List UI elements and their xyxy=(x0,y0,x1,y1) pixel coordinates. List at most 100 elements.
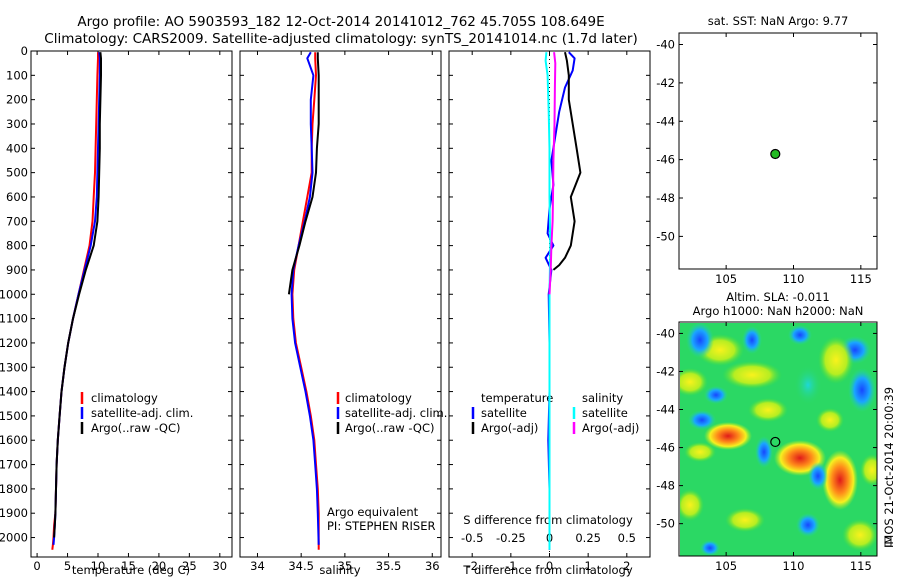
temperature-x-tick-label: 30 xyxy=(212,559,227,573)
sla-title-line2: Argo h1000: NaN h2000: NaN xyxy=(693,304,864,318)
differences-x-tick-label: 2 xyxy=(623,559,630,573)
temperature-x-tick-label: 10 xyxy=(91,559,106,573)
location-x-tick-label: 105 xyxy=(715,272,737,286)
depth-tick-label: 1700 xyxy=(0,458,28,472)
sla_map-x-tick-label: 105 xyxy=(715,559,737,573)
temperature-legend: climatology satellite-adj. clim. Argo(..… xyxy=(80,391,193,435)
legend-label-t-satellite: satellite xyxy=(481,406,527,420)
temperature-series-argo-raw-qc- xyxy=(53,52,102,538)
sla-heatmap xyxy=(680,323,877,556)
salinity-series-satellite-adj-clim- xyxy=(290,51,320,545)
salinity-legend: climatology satellite-adj. clim. Argo(..… xyxy=(336,391,447,435)
figure-title-line2: Climatology: CARS2009. Satellite-adjuste… xyxy=(44,31,637,47)
s-diff-tick-label: -0.25 xyxy=(496,531,526,545)
legend-heading-salinity: salinity xyxy=(582,391,623,405)
location-y-tick-label: -50 xyxy=(656,229,675,243)
sla_map-y-tick-label: -40 xyxy=(656,326,675,340)
depth-tick-label: 700 xyxy=(6,214,28,228)
temperature-x-tick-label: 5 xyxy=(64,559,71,573)
differences-series-s-satellite xyxy=(544,52,552,550)
sla_map-y-tick-label: -44 xyxy=(656,403,675,417)
temperature-panel-frame xyxy=(30,50,233,558)
depth-tick-label: 1400 xyxy=(0,385,28,399)
legend-label-t-argo: Argo(-adj) xyxy=(481,421,538,435)
legend-label-argo: Argo(..raw -QC) xyxy=(91,421,181,435)
difference-legend: temperature satellite Argo(-adj) salinit… xyxy=(471,391,639,435)
differences-x-tick-label: -2 xyxy=(466,559,477,573)
legend-label-satellite: satellite-adj. clim. xyxy=(91,406,193,420)
location-y-tick-label: -46 xyxy=(656,153,675,167)
temperature-series-climatology xyxy=(51,52,99,550)
depth-tick-label: 300 xyxy=(6,117,28,131)
sla_map-x-tick-label: 115 xyxy=(850,559,872,573)
depth-tick-label: 100 xyxy=(6,68,28,82)
imos-logo-icon xyxy=(884,536,892,547)
sla-title-line1: Altim. SLA: -0.011 xyxy=(726,290,830,304)
depth-tick-label: 1500 xyxy=(0,409,28,423)
sla_map-y-tick-label: -42 xyxy=(656,364,675,378)
s-diff-tick-label: -0.5 xyxy=(461,531,483,545)
depth-tick-label: 1100 xyxy=(0,312,28,326)
side-timestamp-label: IMOS 21-Oct-2014 20:00:39 xyxy=(882,387,896,548)
depth-tick-label: 500 xyxy=(6,166,28,180)
temperature-x-tick-label: 15 xyxy=(121,559,136,573)
depth-tick-label: 600 xyxy=(6,190,28,204)
depth-tick-label: 1800 xyxy=(0,482,28,496)
location-title: sat. SST: NaN Argo: 9.77 xyxy=(708,14,849,28)
depth-tick-label: 800 xyxy=(6,239,28,253)
location-y-tick-label: -44 xyxy=(656,114,675,128)
depth-tick-label: 1300 xyxy=(0,360,28,374)
legend-label-satellite: satellite-adj. clim. xyxy=(345,406,447,420)
depth-tick-label: 1900 xyxy=(0,506,28,520)
location-y-tick-label: -42 xyxy=(656,76,675,90)
temperature-x-tick-label: 25 xyxy=(182,559,197,573)
legend-label-climatology: climatology xyxy=(91,391,158,405)
legend-heading-temperature: temperature xyxy=(481,391,553,405)
pi-annotation-line2: PI: STEPHEN RISER xyxy=(327,519,436,533)
sla_map-argo-position-marker xyxy=(770,436,781,448)
location-x-tick-label: 115 xyxy=(850,272,872,286)
salinity-x-tick-label: 35.5 xyxy=(376,559,402,573)
secondary-axis-label: S difference from climatology xyxy=(463,513,633,527)
location-argo-position-marker xyxy=(770,148,781,160)
differences-x-tick-label: -1 xyxy=(505,559,516,573)
s-diff-tick-label: 0.5 xyxy=(618,531,636,545)
salinity-x-tick-label: 36 xyxy=(425,559,440,573)
depth-tick-label: 2000 xyxy=(0,531,28,545)
depth-tick-label: 200 xyxy=(6,93,28,107)
salinity-x-tick-label: 34 xyxy=(250,559,265,573)
location-y-tick-label: -40 xyxy=(656,38,675,52)
temperature-x-tick-label: 20 xyxy=(152,559,167,573)
sla_map-x-tick-label: 110 xyxy=(783,559,805,573)
temperature-series-satellite-adj-clim- xyxy=(52,52,101,545)
sla_map-y-tick-label: -50 xyxy=(656,517,675,531)
differences-x-tick-label: 1 xyxy=(584,559,591,573)
legend-label-argo: Argo(..raw -QC) xyxy=(345,421,435,435)
salinity-x-tick-label: 35 xyxy=(338,559,353,573)
salinity-x-tick-label: 34.5 xyxy=(288,559,314,573)
differences-x-tick-label: 0 xyxy=(546,559,553,573)
legend-label-climatology: climatology xyxy=(345,391,412,405)
pi-annotation-line1: Argo equivalent xyxy=(327,505,419,519)
salinity-x-label: salinity xyxy=(319,563,360,577)
sla_map-y-tick-label: -46 xyxy=(656,441,675,455)
difference-x-label: T difference from climatology xyxy=(462,563,633,577)
location-y-tick-label: -48 xyxy=(656,191,675,205)
depth-tick-label: 1600 xyxy=(0,433,28,447)
salinity-series-climatology xyxy=(291,52,320,550)
depth-tick-label: 1000 xyxy=(0,287,28,301)
differences-series-t-argo-adj- xyxy=(552,51,582,271)
depth-tick-label: 400 xyxy=(6,141,28,155)
salinity-panel-frame xyxy=(239,50,442,558)
depth-tick-label: 1200 xyxy=(0,336,28,350)
location-panel-frame xyxy=(678,32,878,270)
temperature-x-label: temperature (deg C) xyxy=(72,563,190,577)
figure-title-line1: Argo profile: AO 5903593_182 12-Oct-2014… xyxy=(77,14,604,30)
depth-tick-label: 0 xyxy=(21,44,28,58)
depth-tick-label: 900 xyxy=(6,263,28,277)
sla-panel-frame xyxy=(678,321,878,557)
legend-label-s-satellite: satellite xyxy=(582,406,628,420)
sla_map-y-tick-label: -48 xyxy=(656,479,675,493)
differences-series-s-argo-adj- xyxy=(548,52,557,295)
